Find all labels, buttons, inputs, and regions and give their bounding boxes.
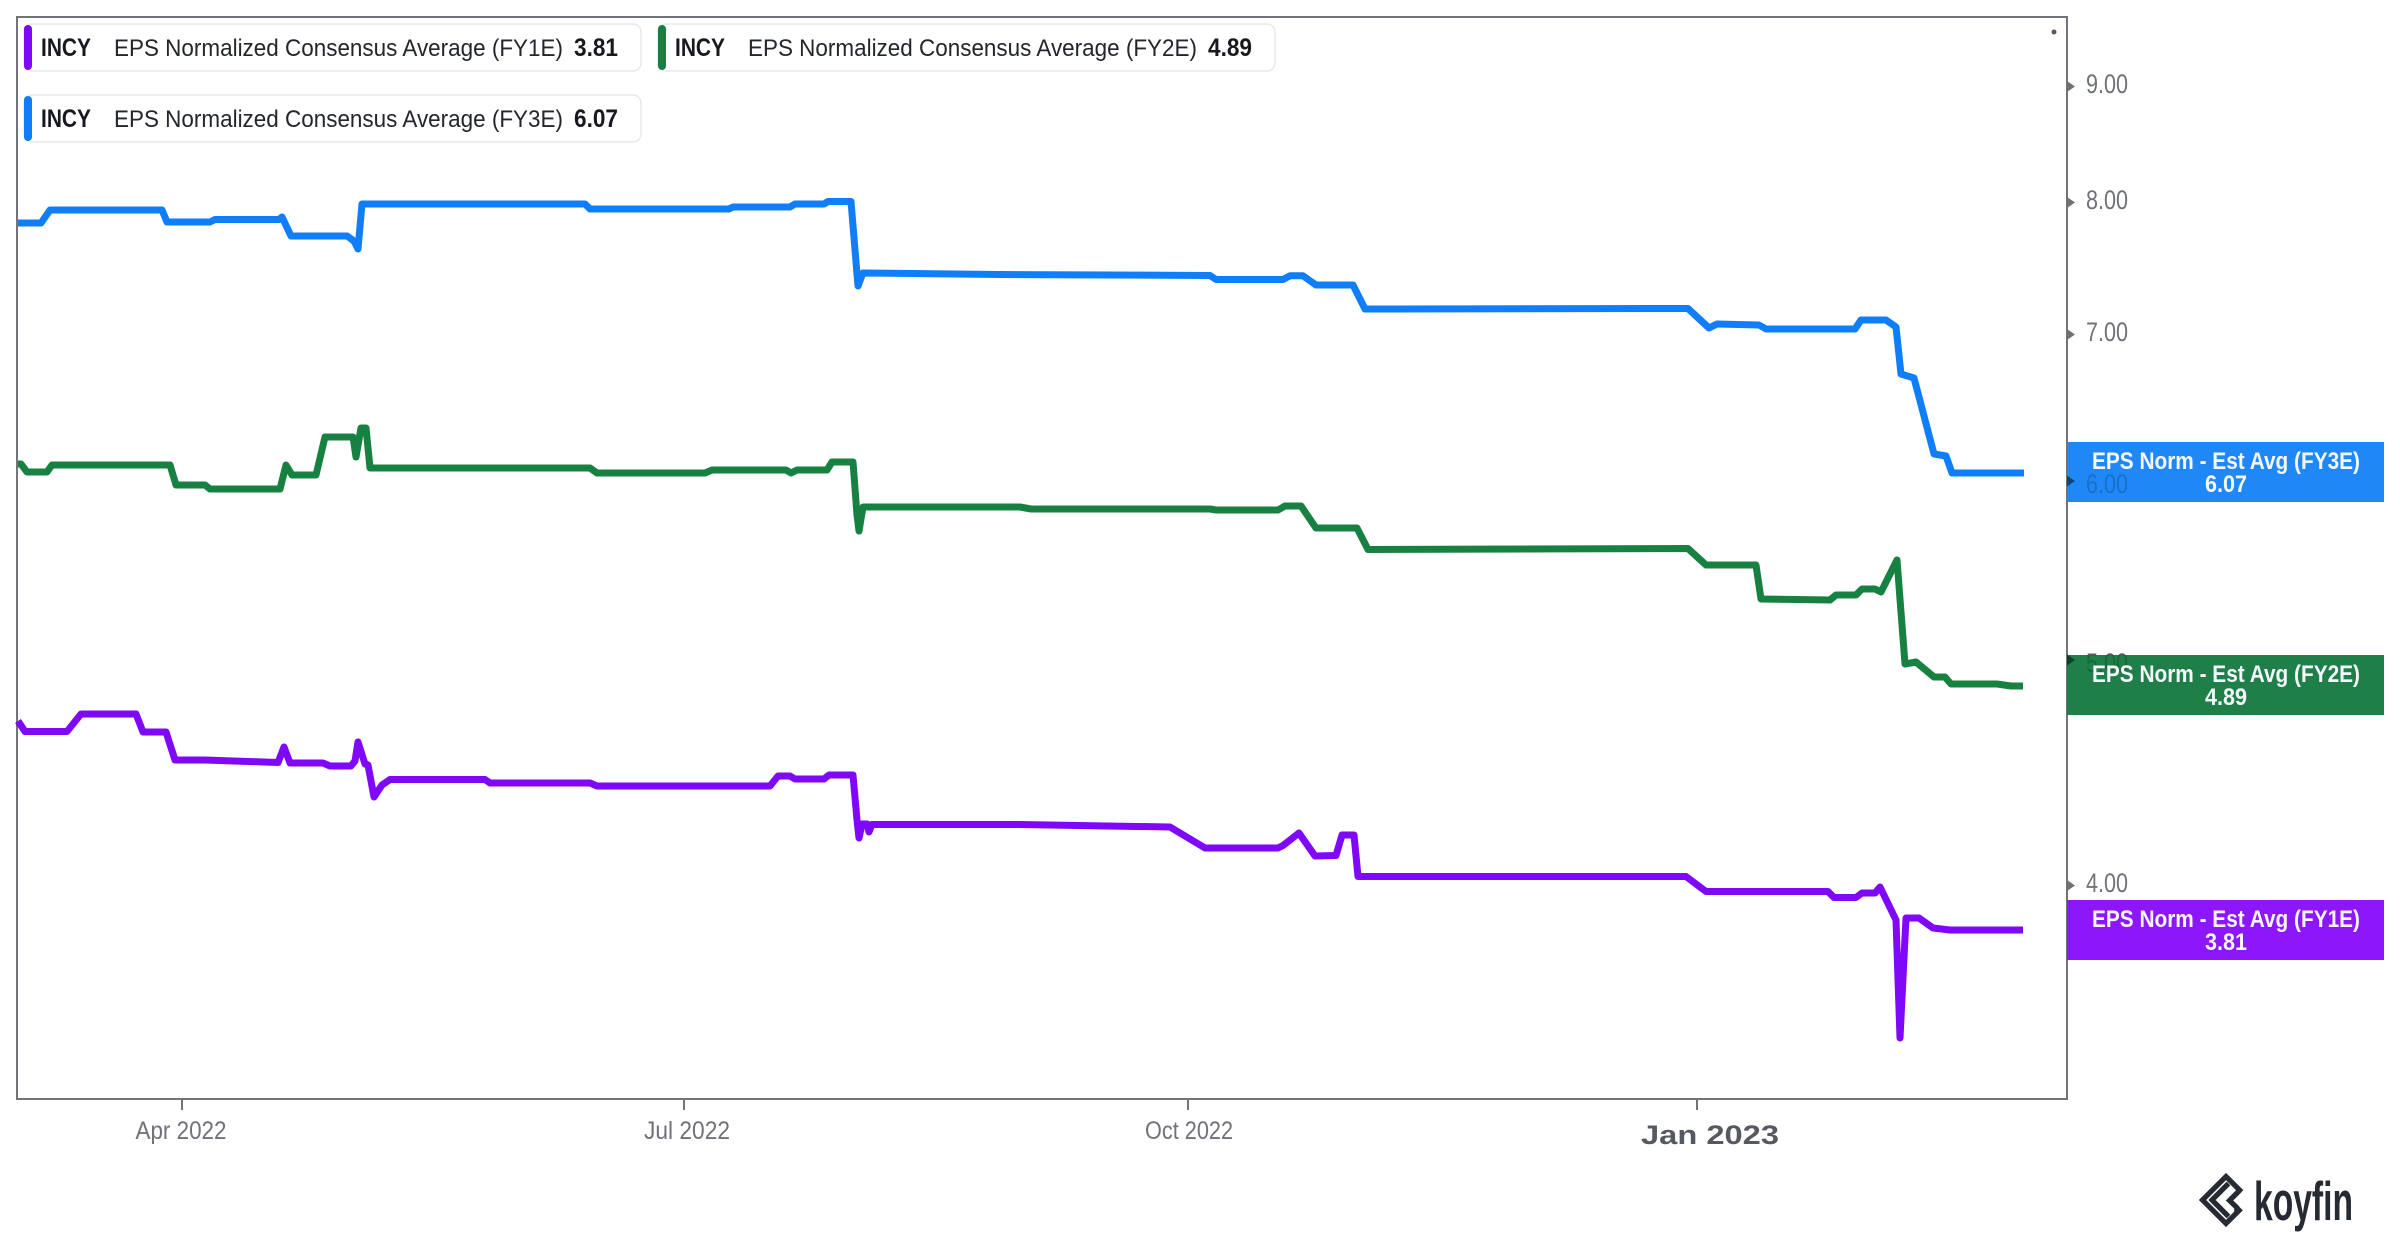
svg-text:Jan 2023: Jan 2023 — [1641, 1120, 1779, 1150]
svg-text:6.07: 6.07 — [2205, 471, 2247, 498]
svg-text:5.00: 5.00 — [2086, 648, 2128, 678]
svg-text:4.89: 4.89 — [2205, 684, 2247, 711]
svg-text:EPS Norm - Est Avg (FY3E): EPS Norm - Est Avg (FY3E) — [2092, 448, 2360, 475]
svg-text:koyfin: koyfin — [2254, 1170, 2353, 1232]
svg-text:Oct 2022: Oct 2022 — [1145, 1117, 1233, 1145]
svg-text:EPS Norm - Est Avg (FY2E): EPS Norm - Est Avg (FY2E) — [2092, 661, 2360, 688]
svg-text:6.07: 6.07 — [574, 105, 618, 133]
svg-text:INCY: INCY — [675, 34, 725, 62]
svg-text:Jul 2022: Jul 2022 — [644, 1117, 730, 1145]
svg-text:6.00: 6.00 — [2086, 469, 2128, 499]
svg-text:INCY: INCY — [41, 105, 91, 133]
svg-text:EPS Normalized Consensus Avera: EPS Normalized Consensus Average (FY2E) — [748, 35, 1197, 62]
svg-text:8.00: 8.00 — [2086, 185, 2128, 215]
svg-text:3.81: 3.81 — [2205, 929, 2247, 956]
svg-text:EPS Normalized Consensus Avera: EPS Normalized Consensus Average (FY1E) — [114, 35, 563, 62]
svg-text:7.00: 7.00 — [2086, 317, 2128, 347]
svg-text:4.00: 4.00 — [2086, 868, 2128, 898]
svg-text:9.00: 9.00 — [2086, 69, 2128, 99]
svg-text:INCY: INCY — [41, 34, 91, 62]
svg-text:Apr 2022: Apr 2022 — [136, 1117, 227, 1145]
svg-text:3.81: 3.81 — [574, 34, 618, 62]
svg-text:4.89: 4.89 — [1208, 34, 1252, 62]
svg-text:EPS Normalized Consensus Avera: EPS Normalized Consensus Average (FY3E) — [114, 106, 563, 133]
svg-text:EPS Norm - Est Avg (FY1E): EPS Norm - Est Avg (FY1E) — [2092, 906, 2360, 933]
